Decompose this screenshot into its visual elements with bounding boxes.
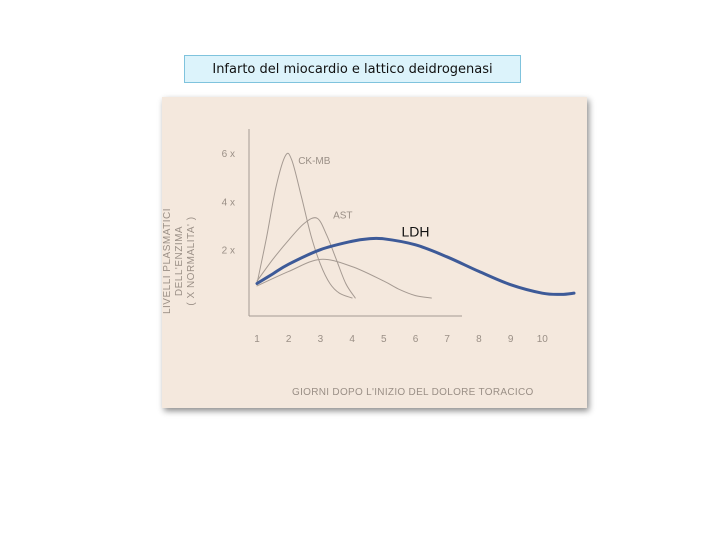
x-tick-label-1: 2 — [286, 334, 292, 345]
annotation-ck-mb: CK-MB — [298, 156, 331, 167]
chart-title: Infarto del miocardio e lattico deidroge… — [184, 55, 521, 83]
series-line-ck-mb-0 — [256, 152, 353, 299]
series-line-ldh-3 — [255, 236, 576, 296]
x-tick-label-5: 6 — [413, 334, 419, 345]
x-tick-label-3: 4 — [349, 334, 355, 345]
series-line-ast-1 — [256, 217, 356, 299]
chart-plot: 2 x 4 x 6 x 1 2 3 4 5 6 7 8 9 10 CK-MB AST LDH — [222, 129, 576, 345]
chart-panel: LIVELLI PLASMATICI DELL'ENZIMA ( X NORMA… — [162, 97, 587, 408]
x-axis-label: GIORNI DOPO L'INIZIO DEL DOLORE TORACICO — [292, 387, 534, 398]
y-tick-label-0: 2 x — [222, 246, 235, 257]
x-tick-label-7: 8 — [476, 334, 482, 345]
y-tick-label-1: 4 x — [222, 197, 235, 208]
x-tick-label-0: 1 — [254, 334, 260, 345]
x-tick-label-6: 7 — [444, 334, 450, 345]
series-line-ldh-2 — [256, 258, 432, 299]
x-tick-label-9: 10 — [537, 334, 549, 345]
annotation-ldh: LDH — [401, 223, 429, 239]
x-tick-label-8: 9 — [508, 334, 514, 345]
x-tick-label-4: 5 — [381, 334, 387, 345]
annotation-ast: AST — [333, 210, 352, 221]
x-tick-label-2: 3 — [318, 334, 324, 345]
y-tick-label-2: 6 x — [222, 149, 235, 160]
